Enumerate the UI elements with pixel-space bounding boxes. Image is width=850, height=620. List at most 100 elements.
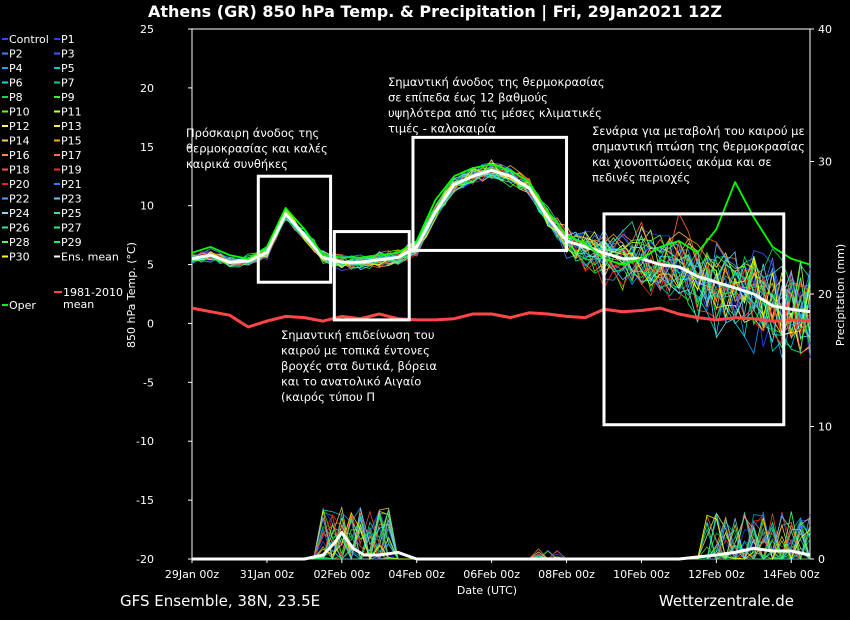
- legend-label: P5: [61, 62, 75, 75]
- legend-label: P20: [9, 178, 30, 191]
- member-line-p27: [191, 174, 811, 349]
- member-line-p30: [191, 159, 811, 336]
- y-tick-label: 20: [140, 82, 154, 95]
- legend-label: P29: [61, 236, 82, 249]
- member-line-p6: [191, 167, 811, 353]
- y-axis-label: 850 hPa Temp. (°C): [125, 242, 138, 348]
- member-precip-p1: [192, 506, 811, 560]
- annotation-boxes: [256, 135, 786, 427]
- legend-label: P27: [61, 222, 82, 235]
- y2-axis-label: Precipitation (mm): [834, 244, 847, 346]
- y2-axis-ticks: 40 30 20 10 0: [810, 23, 832, 566]
- legend: Control P1 P2 P3 P4 P5 P6 P7 P8 P9 P10 P11 P12 P13 P14…: [2, 33, 123, 312]
- legend-label: P2: [9, 48, 23, 61]
- y2-tick-label: 10: [818, 421, 832, 434]
- legend-label: 1981-2010: [63, 286, 123, 299]
- legend-label: P7: [61, 77, 75, 90]
- annotation-box: [332, 230, 411, 322]
- legend-label: Ens. mean: [61, 251, 119, 264]
- plot-area: [191, 28, 811, 561]
- y-tick-label: -5: [143, 376, 154, 389]
- x-axis-ticks: 29Jan 00z 31Jan 00z 02Feb 00z 04Feb 00z 06Fe…: [165, 559, 820, 581]
- y-tick-label: 10: [140, 200, 154, 213]
- member-line-p23: [191, 169, 811, 323]
- annotation-box: [411, 135, 569, 252]
- series-ens-mean: [191, 168, 811, 314]
- annotation-text-line: και το ανατολικό Αιγαίο: [281, 375, 421, 389]
- legend-label: Oper: [9, 299, 36, 312]
- member-precip-p4: [192, 519, 810, 561]
- member-line-p29: [191, 166, 811, 354]
- annotation-text-line: βροχές στα δυτικά, βόρεια: [281, 359, 437, 373]
- legend-label: P25: [61, 207, 82, 220]
- y2-tick-label: 20: [818, 288, 832, 301]
- y2-tick-label: 40: [818, 23, 832, 36]
- y2-tick-label: 0: [818, 553, 825, 566]
- y2-tick-label: 30: [818, 156, 832, 169]
- legend-label: mean: [63, 298, 94, 311]
- legend-label: P28: [9, 236, 30, 249]
- annotation-box: [256, 174, 333, 284]
- annotation-text-line: (καιρός τύπου Π: [281, 390, 375, 404]
- legend-label: P16: [9, 149, 30, 162]
- annotation-text-line: τιμές - καλοκαιρία: [388, 122, 496, 136]
- legend-label: P12: [9, 120, 30, 133]
- legend-label: P19: [61, 164, 82, 177]
- footer-brand: Wetterzentrale.de: [659, 592, 794, 610]
- member-precip-p14: [192, 507, 811, 561]
- legend-label: P24: [9, 207, 30, 220]
- legend-label: P17: [61, 149, 82, 162]
- legend-label: P14: [9, 135, 30, 148]
- annotation-text-line: Σημαντική άνοδος της θερμοκρασίας: [388, 75, 605, 89]
- legend-label: P8: [9, 91, 23, 104]
- x-tick-label: 12Feb 00z: [688, 568, 745, 581]
- legend-label: P4: [9, 62, 23, 75]
- member-line-p18: [191, 164, 811, 356]
- annotation-text-line: υψηλότερα από τις μέσες κλιματικές: [388, 106, 602, 120]
- y-tick-label: 5: [147, 259, 154, 272]
- chart-title: Athens (GR) 850 hPa Temp. & Precipitatio…: [148, 2, 722, 22]
- annotation-box: [602, 212, 786, 427]
- x-axis-label: Date (UTC): [457, 584, 517, 597]
- annotation-text-line: Πρόσκαιρη άνοδος της: [186, 126, 319, 140]
- footer-source: GFS Ensemble, 38N, 23.5E: [120, 592, 320, 610]
- x-tick-label: 14Feb 00z: [763, 568, 820, 581]
- annotation-text-line: σε επίπεδα έως 12 βαθμούς: [388, 91, 548, 105]
- x-tick-label: 02Feb 00z: [313, 568, 370, 581]
- y-tick-label: -10: [136, 435, 154, 448]
- legend-label: P26: [9, 222, 30, 235]
- legend-label: Control: [9, 33, 49, 46]
- series-oper: [191, 163, 811, 266]
- legend-label: P21: [61, 178, 82, 191]
- annotation-texts: Πρόσκαιρη άνοδος της θερμοκρασίας και καλ…: [186, 75, 805, 404]
- member-precip-p2: [192, 518, 811, 560]
- x-tick-label: 29Jan 00z: [165, 568, 219, 581]
- annotation-text-line: πεδινές περιοχές: [592, 171, 690, 185]
- y-tick-label: 0: [147, 317, 154, 330]
- legend-label: P11: [61, 106, 82, 119]
- legend-label: P18: [9, 164, 30, 177]
- legend-label: P6: [9, 77, 23, 90]
- legend-label: P15: [61, 135, 82, 148]
- x-tick-label: 04Feb 00z: [388, 568, 445, 581]
- member-line-p14: [191, 170, 811, 339]
- legend-label: P9: [61, 91, 75, 104]
- legend-label: P22: [9, 193, 30, 206]
- annotation-text-line: θερμοκρασίας και καλές: [186, 142, 328, 156]
- legend-label: P10: [9, 106, 30, 119]
- legend-label: P13: [61, 120, 82, 133]
- x-tick-label: 08Feb 00z: [538, 568, 595, 581]
- series-ens-mean-precipitation-mm-: [192, 531, 811, 561]
- y-axis-ticks: 25 20 15 10 5 0 -5 -10 -15 -20: [136, 23, 192, 566]
- y-tick-label: -15: [136, 494, 154, 507]
- y-tick-label: 15: [140, 141, 154, 154]
- annotation-text-line: σημαντική πτώση της θερμοκρασίας: [592, 140, 805, 154]
- x-tick-label: 31Jan 00z: [240, 568, 294, 581]
- y-tick-label: -20: [136, 553, 154, 566]
- main-series: [191, 163, 811, 561]
- legend-label: P30: [9, 251, 30, 264]
- annotation-text-line: καιρού με τοπικά έντονες: [281, 344, 430, 358]
- legend-label: P1: [61, 33, 75, 46]
- x-tick-label: 10Feb 00z: [613, 568, 670, 581]
